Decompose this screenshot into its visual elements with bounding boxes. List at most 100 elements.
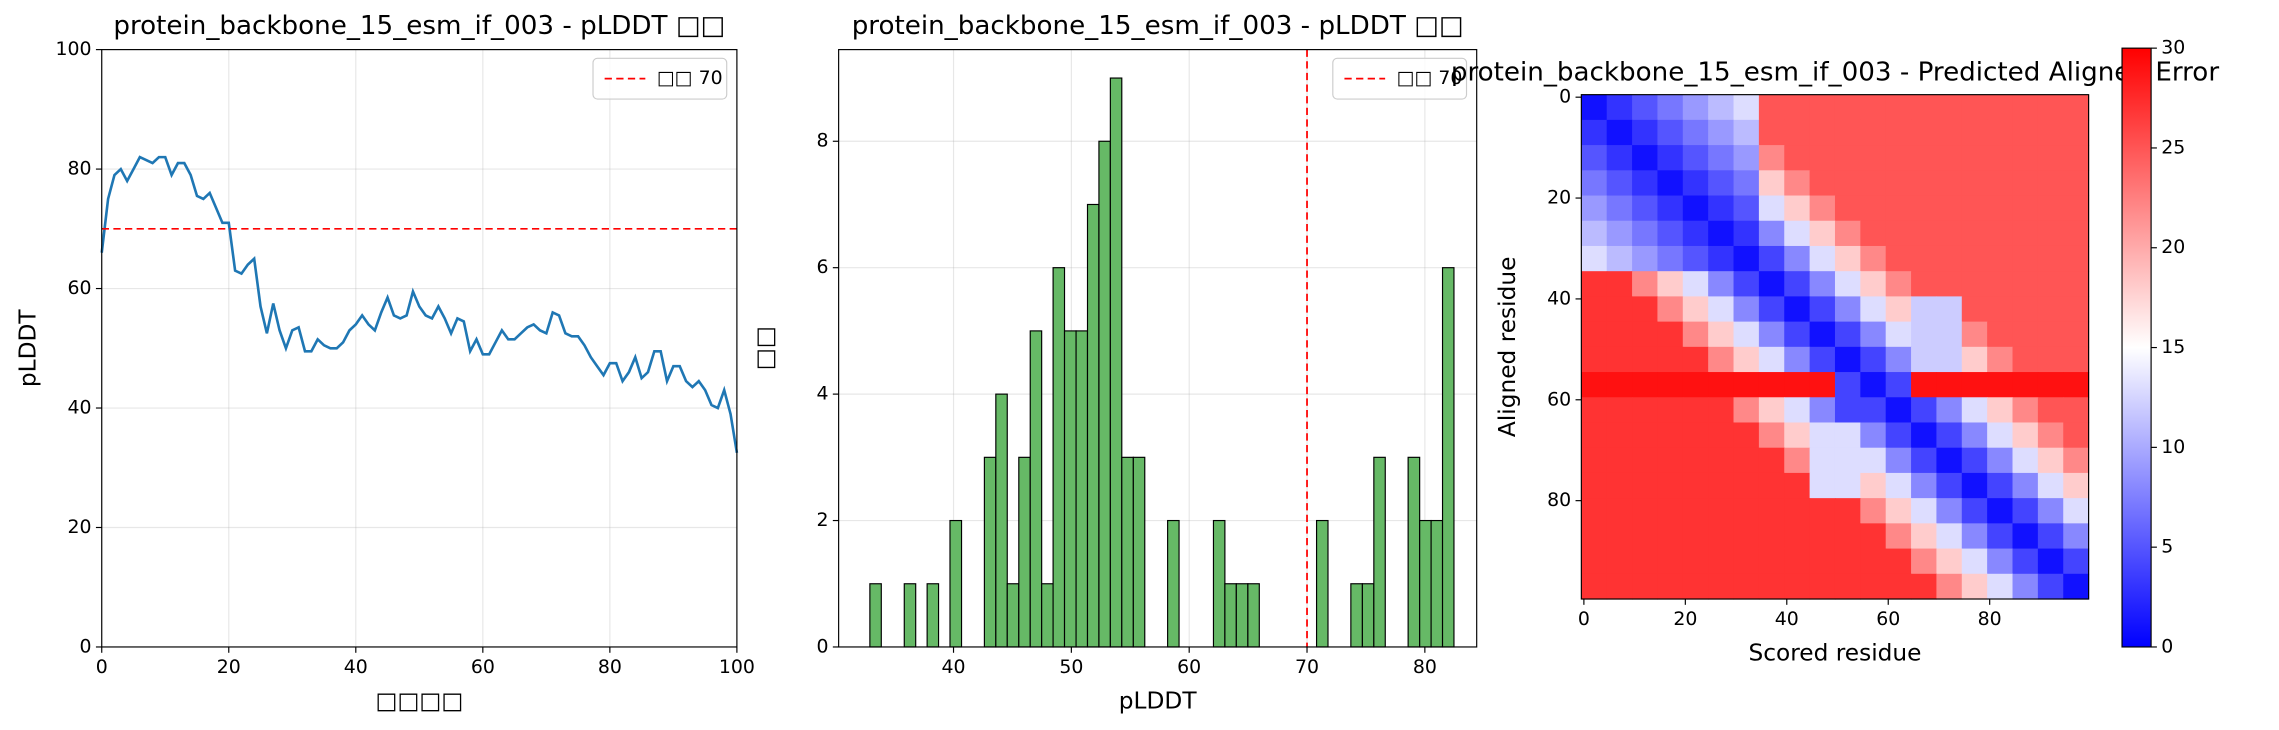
heatmap-cell bbox=[1911, 372, 1938, 398]
heatmap-cell bbox=[1606, 245, 1633, 272]
heatmap-cell bbox=[1987, 195, 2014, 222]
heatmap-cell bbox=[1936, 321, 1963, 348]
heatmap-cell bbox=[1657, 447, 1684, 474]
heatmap-cell bbox=[1682, 573, 1709, 600]
heatmap-cell bbox=[1987, 498, 2014, 524]
heatmap-cell bbox=[1987, 94, 2014, 121]
heatmap-cell bbox=[1860, 119, 1887, 146]
heatmap-cell bbox=[1581, 498, 1608, 524]
heatmap-cell bbox=[1911, 523, 1938, 550]
heatmap-cell bbox=[1708, 296, 1735, 323]
heatmap-cell bbox=[1708, 372, 1735, 398]
heatmap-cell bbox=[2037, 523, 2064, 550]
heatmap-cell bbox=[1581, 94, 1608, 121]
y-tick-label: 0 bbox=[1559, 86, 1571, 108]
heatmap-cell bbox=[1733, 372, 1760, 398]
x-tick-label: 100 bbox=[719, 656, 755, 678]
x-tick-label: 60 bbox=[471, 656, 495, 678]
heatmap-cell bbox=[1885, 296, 1912, 323]
heatmap-cell bbox=[1733, 321, 1760, 348]
heatmap-cell bbox=[1657, 523, 1684, 550]
heatmap-cell bbox=[1885, 447, 1912, 474]
heatmap-cell bbox=[1809, 498, 1836, 524]
heatmap-cell bbox=[1936, 498, 1963, 524]
histogram-bar bbox=[1041, 583, 1054, 648]
heatmap-cell bbox=[2037, 422, 2064, 449]
heatmap-cell bbox=[1758, 548, 1785, 575]
heatmap-cell bbox=[1834, 346, 1861, 373]
heatmap-cell bbox=[2063, 296, 2090, 323]
heatmap-cell bbox=[2037, 573, 2064, 600]
heatmap-cell bbox=[1581, 119, 1608, 146]
heatmap-cell bbox=[1860, 523, 1887, 550]
heatmap-cell bbox=[1581, 195, 1608, 222]
heatmap-cell bbox=[1834, 119, 1861, 146]
x-tick-label: 20 bbox=[1673, 608, 1697, 630]
heatmap-cell bbox=[1936, 397, 1963, 424]
heatmap-cell bbox=[1961, 119, 1988, 146]
heatmap-cell bbox=[1657, 296, 1684, 323]
heatmap-cell bbox=[1632, 447, 1659, 474]
colorbar-tick-label: 25 bbox=[2161, 136, 2185, 158]
histogram-bar bbox=[1430, 519, 1444, 648]
histogram-bar bbox=[1109, 77, 1123, 648]
heatmap-cell bbox=[1784, 422, 1811, 449]
heatmap-cell bbox=[1708, 220, 1735, 247]
heatmap-cell bbox=[1784, 472, 1811, 499]
heatmap-cell bbox=[1911, 170, 1938, 197]
heatmap-cell bbox=[1758, 271, 1785, 297]
heatmap-cell bbox=[1758, 397, 1785, 424]
heatmap-cell bbox=[2012, 523, 2039, 550]
heatmap-cell bbox=[1809, 548, 1836, 575]
heatmap-cell bbox=[1733, 573, 1760, 600]
heatmap-cell bbox=[1682, 271, 1709, 297]
heatmap-cell bbox=[1708, 321, 1735, 348]
heatmap-cell bbox=[1834, 245, 1861, 272]
heatmap-cell bbox=[1885, 321, 1912, 348]
histogram-bar bbox=[1315, 519, 1329, 648]
heatmap-cell bbox=[2037, 548, 2064, 575]
heatmap-cell bbox=[2037, 145, 2064, 171]
heatmap-cell bbox=[1834, 271, 1861, 297]
heatmap-cell bbox=[1834, 573, 1861, 600]
heatmap-cell bbox=[1606, 321, 1633, 348]
heatmap-cell bbox=[1708, 245, 1735, 272]
heatmap-cell bbox=[1606, 548, 1633, 575]
histogram-bar bbox=[995, 393, 1008, 648]
heatmap-cell bbox=[1987, 548, 2014, 575]
heatmap-cell bbox=[2012, 145, 2039, 171]
heatmap-cell bbox=[1860, 397, 1887, 424]
heatmap-cell bbox=[2012, 573, 2039, 600]
heatmap-cell bbox=[2037, 195, 2064, 222]
heatmap-cell bbox=[1632, 195, 1659, 222]
histogram-bar bbox=[1052, 267, 1066, 648]
colorbar-tick-label: 15 bbox=[2161, 336, 2185, 358]
heatmap-cell bbox=[1885, 548, 1912, 575]
heatmap-cell bbox=[2012, 220, 2039, 247]
heatmap-cell bbox=[1606, 372, 1633, 398]
legend-box bbox=[1332, 57, 1468, 100]
heatmap-cell bbox=[1885, 472, 1912, 499]
histogram-bar bbox=[1235, 583, 1249, 648]
heatmap-cell bbox=[1809, 145, 1836, 171]
colorbar-tick-label: 20 bbox=[2161, 236, 2185, 258]
heatmap-cell bbox=[1809, 372, 1836, 398]
heatmap-cell bbox=[1809, 296, 1836, 323]
y-tick-label: 60 bbox=[1547, 388, 1571, 410]
heatmap-cell bbox=[1987, 447, 2014, 474]
heatmap-cell bbox=[1682, 94, 1709, 121]
heatmap-cell bbox=[1784, 94, 1811, 121]
heatmap-cell bbox=[1657, 321, 1684, 348]
y-tick-label: 4 bbox=[816, 383, 828, 405]
heatmap-cell bbox=[1936, 195, 1963, 222]
y-tick-label: 80 bbox=[68, 158, 92, 180]
heatmap-cell bbox=[1961, 296, 1988, 323]
heatmap-cell bbox=[1885, 372, 1912, 398]
histogram-bar bbox=[903, 583, 917, 648]
heatmap-cell bbox=[1784, 271, 1811, 297]
heatmap-cell bbox=[1961, 523, 1988, 550]
heatmap-cell bbox=[1682, 397, 1709, 424]
heatmap-cell bbox=[1885, 145, 1912, 171]
histogram-bar bbox=[1098, 140, 1111, 648]
heatmap-cell bbox=[1581, 447, 1608, 474]
